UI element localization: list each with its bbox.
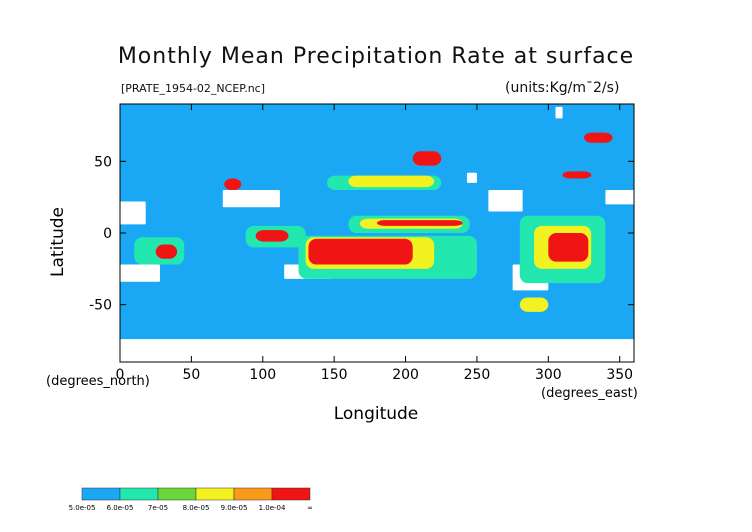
precip-region-high: [308, 238, 413, 265]
y-tick-label: 50: [94, 154, 112, 170]
precip-region-high: [377, 220, 463, 226]
precip-region-missing: [555, 106, 563, 119]
colorbar-swatch: [233, 487, 273, 501]
units-label: (units:Kg/m¯2/s): [505, 80, 620, 96]
colorbar-swatch: [271, 487, 311, 501]
precip-region-high: [412, 151, 442, 166]
x-tick-label: 150: [321, 367, 348, 383]
x-axis-unit: (degrees_east): [541, 386, 638, 401]
colorbar-label: 9.0e-05: [221, 504, 248, 512]
x-tick-label: 300: [535, 367, 562, 383]
y-tick-label: -50: [89, 298, 112, 314]
x-tick-label: 250: [464, 367, 491, 383]
x-axis-label: Longitude: [333, 404, 419, 424]
colorbar-swatch: [157, 487, 197, 501]
colorbar-label: ∞: [307, 504, 313, 512]
colorbar-swatch: [119, 487, 159, 501]
y-axis-unit: (degrees_north): [46, 374, 150, 389]
precip-region-missing: [466, 172, 477, 183]
precip-region-mid: [519, 297, 549, 312]
precip-region-missing: [222, 190, 280, 208]
precip-region-high: [224, 178, 242, 190]
colorbar-label: 8.0e-05: [183, 504, 210, 512]
colorbar-label: 7e-05: [148, 504, 168, 512]
colorbar-swatch: [195, 487, 235, 501]
colorbar-label: 1.0e-04: [259, 504, 286, 512]
x-tick-label: 100: [249, 367, 276, 383]
file-label: [PRATE_1954-02_NCEP.nc]: [121, 82, 266, 95]
precip-region-missing: [120, 264, 160, 282]
precip-region-missing: [120, 201, 146, 225]
precip-region-missing: [605, 190, 634, 205]
x-tick-label: 50: [182, 367, 200, 383]
map-layer: [120, 104, 634, 362]
precip-region-high: [255, 230, 289, 242]
colorbar-swatch: [81, 487, 121, 501]
precip-region-missing: [488, 190, 523, 212]
precip-region-high: [155, 244, 178, 259]
x-tick-label: 200: [392, 367, 419, 383]
y-tick-label: 0: [103, 226, 112, 242]
colorbar: 5.0e-05 6.0e-05 7e-05 8.0e-05 9.0e-05 1.0e-04…: [69, 487, 313, 512]
x-tick-label: 0: [116, 367, 125, 383]
x-tick-label: 350: [606, 367, 633, 383]
precip-region-mid: [348, 175, 435, 188]
precip-region-high: [562, 171, 592, 179]
chart-title: Monthly Mean Precipitation Rate at surfa…: [117, 44, 635, 69]
colorbar-label: 5.0e-05: [69, 504, 96, 512]
precip-region-high: [584, 132, 613, 143]
precip-region-missing: [120, 339, 634, 362]
axis-layer: 0 50 100 150 200 250 300 350 -50 0 50: [89, 103, 635, 383]
colorbar-label: 6.0e-05: [107, 504, 134, 512]
precip-region-high: [548, 233, 589, 262]
